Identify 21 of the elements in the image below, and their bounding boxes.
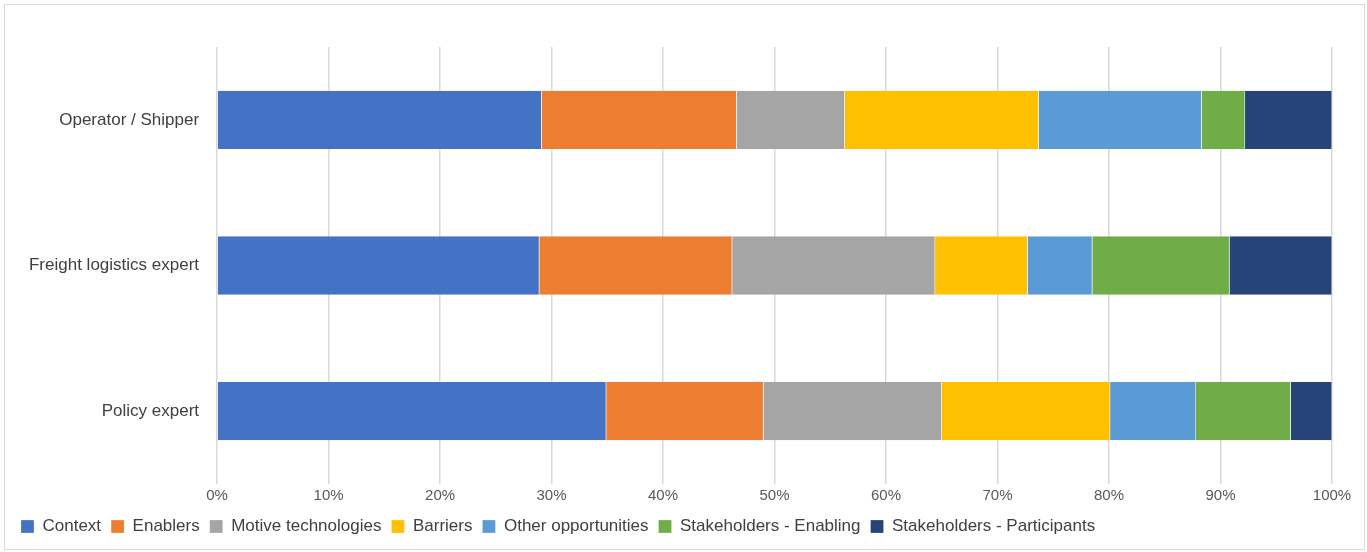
x-tick-label: 70% xyxy=(982,486,1013,504)
x-tick-label: 10% xyxy=(313,486,344,504)
x-tick-label: 40% xyxy=(648,486,679,504)
y-tick-label: Operator / Shipper xyxy=(59,109,200,129)
x-tick-label: 0% xyxy=(206,486,228,504)
legend-label: Motive technologies xyxy=(231,516,382,536)
legend-label: Barriers xyxy=(412,516,473,536)
x-tick-label: 50% xyxy=(759,486,790,504)
y-tick-label: Policy expert xyxy=(101,400,200,420)
legend-label: Stakeholders - Participants xyxy=(892,516,1096,536)
x-tick-label: 60% xyxy=(871,486,902,504)
legend-label: Enablers xyxy=(132,516,200,536)
legend-label: Stakeholders - Enabling xyxy=(680,516,861,536)
legend-label: Other opportunities xyxy=(503,516,649,536)
y-tick-label: Freight logistics expert xyxy=(28,255,200,275)
legend-label: Context xyxy=(42,516,102,536)
x-tick-label: 80% xyxy=(1094,486,1125,504)
x-tick-label: 30% xyxy=(536,486,567,504)
x-tick-label: 90% xyxy=(1205,486,1236,504)
x-tick-label: 20% xyxy=(425,486,456,504)
x-tick-label: 100% xyxy=(1312,486,1352,504)
